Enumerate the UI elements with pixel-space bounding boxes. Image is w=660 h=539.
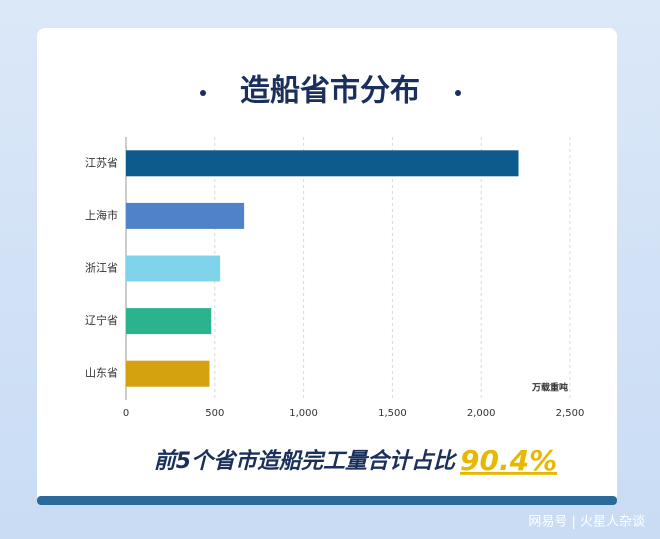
summary: 前5个省市造船完工量合计占比 (154, 448, 458, 474)
y-tick-label: 江苏省 (85, 156, 118, 169)
x-tick-label: 0 (123, 408, 129, 419)
x-tick-label: 1,000 (289, 408, 318, 419)
bar (126, 202, 245, 229)
x-tick-label: 2,000 (467, 408, 496, 419)
y-tick-label: 上海市 (85, 208, 118, 222)
y-tick-label: 浙江省 (85, 262, 118, 275)
x-tick-label: 500 (205, 408, 224, 419)
chart-title: 造船省市分布 (240, 74, 420, 109)
bottom-bar (37, 496, 617, 505)
bar (126, 150, 519, 177)
title-dot (455, 90, 461, 96)
y-tick-label: 辽宁省 (85, 313, 118, 327)
x-tick-label: 2,500 (556, 408, 585, 419)
bar (126, 255, 221, 282)
x-tick-label: 1,500 (378, 408, 407, 419)
axis-label: 万载重吨 (531, 382, 568, 394)
bar (126, 360, 210, 387)
watermark: 网易号 | 火星人杂谈 (528, 515, 645, 530)
title-dot (200, 90, 206, 96)
y-tick-label: 山东省 (85, 367, 118, 380)
bar (126, 308, 212, 335)
highlight: 90.4% (460, 444, 557, 477)
